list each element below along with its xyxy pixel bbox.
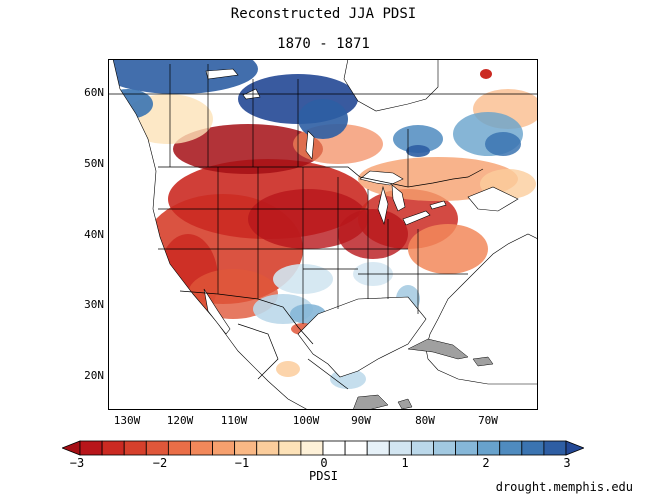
lat-label-20n: 20N bbox=[84, 369, 104, 382]
colorbar-title: PDSI bbox=[309, 469, 338, 483]
map-subtitle: 1870 - 1871 bbox=[277, 36, 370, 52]
lat-label-40n: 40N bbox=[84, 228, 104, 241]
lon-label-130w: 130W bbox=[113, 414, 141, 427]
lon-label-70w: 70W bbox=[478, 414, 498, 427]
missing-data-layer bbox=[352, 338, 494, 410]
colorbar-tick-label: 0 bbox=[320, 456, 328, 470]
lon-label-100w: 100W bbox=[292, 414, 320, 427]
colorbar-swatch bbox=[344, 440, 368, 456]
lon-label-110w: 110W bbox=[220, 414, 248, 427]
political-borders-layer bbox=[108, 64, 538, 390]
source-credit: drought.memphis.edu bbox=[495, 480, 633, 494]
lon-label-80w: 80W bbox=[415, 414, 435, 427]
colorbar-swatch bbox=[123, 440, 147, 456]
pdsi-colorbar bbox=[62, 440, 584, 456]
lat-label-50n: 50N bbox=[84, 157, 104, 170]
colorbar-swatch bbox=[499, 440, 523, 456]
colorbar-swatch bbox=[433, 440, 456, 456]
lat-label-60n: 60N bbox=[84, 86, 104, 99]
lon-label-120w: 120W bbox=[166, 414, 194, 427]
colorbar-tick-label: −1 bbox=[234, 456, 250, 470]
colorbar-swatch bbox=[256, 440, 280, 456]
colorbar-swatch bbox=[543, 440, 567, 456]
colorbar-tick-label: 3 bbox=[563, 456, 571, 470]
colorbar-swatch bbox=[521, 440, 545, 456]
colorbar-tick-label: −2 bbox=[152, 456, 168, 470]
pdsi-map bbox=[108, 59, 538, 410]
colorbar-arrow-low bbox=[62, 440, 81, 456]
colorbar-swatch bbox=[300, 440, 324, 456]
colorbar-tick-label: 1 bbox=[401, 456, 409, 470]
colorbar-swatch bbox=[145, 440, 169, 456]
lon-label-90w: 90W bbox=[351, 414, 371, 427]
colorbar-swatch bbox=[101, 440, 125, 456]
colorbar-swatch bbox=[322, 440, 346, 456]
colorbar-arrow-high bbox=[565, 440, 584, 456]
colorbar-swatch bbox=[79, 440, 103, 456]
colorbar-swatch bbox=[212, 440, 236, 456]
map-title: Reconstructed JJA PDSI bbox=[230, 6, 417, 22]
colorbar-swatch bbox=[410, 440, 434, 456]
colorbar-tick-label: 2 bbox=[482, 456, 490, 470]
colorbar-swatch bbox=[388, 440, 412, 456]
colorbar-swatch bbox=[167, 440, 191, 456]
colorbar-swatch bbox=[366, 440, 390, 456]
colorbar-swatch bbox=[190, 440, 213, 456]
colorbar-swatch bbox=[477, 440, 501, 456]
lat-label-30n: 30N bbox=[84, 298, 104, 311]
colorbar-tick-label: −3 bbox=[69, 456, 85, 470]
colorbar-swatch bbox=[455, 440, 479, 456]
colorbar-swatch bbox=[278, 440, 302, 456]
colorbar-swatch bbox=[234, 440, 258, 456]
